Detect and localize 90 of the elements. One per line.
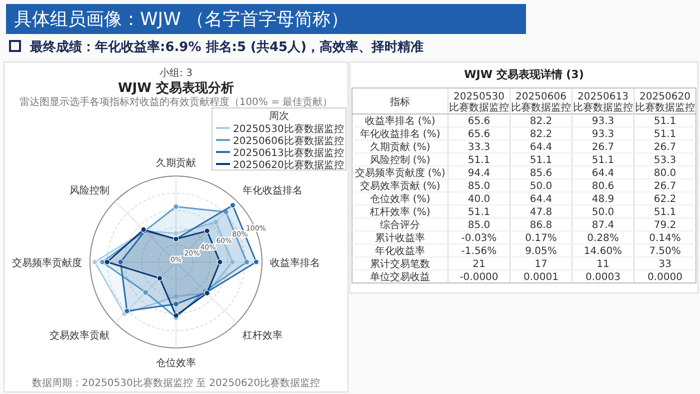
data-label: 82.2 (530, 129, 552, 140)
data-label: 51.1 (530, 155, 552, 166)
y-tick-label: 久期贡献 (%) (370, 141, 430, 153)
data-label: -0.03% (461, 233, 497, 244)
y-tick-label: 综合评分 (380, 219, 420, 231)
data-label: 7.50% (649, 246, 681, 257)
data-label: 62.2 (654, 194, 676, 205)
data-label: 85.6 (530, 168, 552, 179)
spoke-label: 收益率排名 (270, 257, 320, 269)
legend-label: 20250530比赛数据监控 (233, 123, 344, 135)
legend-label: 20250606比赛数据监控 (233, 135, 344, 147)
y-tick-label: 累计交易笔数 (370, 258, 430, 270)
data-label: 33.3 (468, 142, 490, 153)
text: 具体组员画像：WJW （名字首字母简称） (14, 9, 349, 30)
x-tick-label: 20250620比赛数据监控 (635, 92, 695, 114)
data-label: 9.05% (525, 246, 557, 257)
data-label: 51.1 (468, 155, 490, 166)
data-label: 51.1 (592, 155, 614, 166)
data-label: 93.3 (592, 116, 614, 127)
chart-title: WJW 交易表现详情 (3) (464, 68, 584, 81)
data-label: 40.0 (468, 194, 490, 205)
text: 小组: 3 (160, 67, 192, 79)
y-tick-label: 收益率排名 (%) (364, 115, 436, 127)
data-label: 93.3 (592, 129, 614, 140)
chart-title: WJW 交易表现分析 (118, 80, 234, 96)
y-tick-label: 年化收益率 (375, 245, 425, 257)
data-label: 17 (534, 259, 548, 270)
text: 数据周期：20250530比赛数据监控 至 20250620比赛数据监控 (32, 377, 320, 389)
data-label: 21 (472, 259, 486, 270)
chart-subtitle: 雷达图显示选手各项指标对收益的有效贡献程度（100% = 最佳贡献） (19, 96, 333, 108)
data-label: 64.4 (592, 168, 614, 179)
data-label: 87.4 (592, 220, 614, 231)
y-tick-label: 仓位效率 (%) (370, 193, 430, 205)
data-label: 26.7 (592, 142, 614, 153)
data-label: 50.0 (592, 207, 614, 218)
x-tick-label: 20250606比赛数据监控 (511, 92, 571, 114)
data-label: 94.4 (468, 168, 490, 179)
data-label: 0.14% (649, 233, 681, 244)
data-label: 65.6 (468, 129, 490, 140)
spoke-label: 风险控制 (70, 184, 110, 197)
y-tick-label: 年化收益排名 (%) (360, 128, 440, 140)
data-label: -0.0000 (460, 272, 498, 283)
x-tick-label: 20250530比赛数据监控 (449, 92, 509, 114)
data-label: -1.56% (461, 246, 497, 257)
data-label: 51.1 (654, 116, 676, 127)
data-label: 0.28% (587, 233, 619, 244)
data-label: 14.60% (584, 246, 622, 257)
data-label: 82.2 (530, 116, 552, 127)
y-tick-label: 单位交易收益 (370, 271, 430, 283)
data-label: 64.4 (530, 194, 552, 205)
data-label: 47.8 (530, 207, 552, 218)
y-tick-label: 交易效率贡献 (%) (360, 180, 440, 192)
legend-title: 周次 (269, 111, 289, 122)
data-label: 64.4 (530, 142, 552, 153)
data-label: 79.2 (654, 220, 676, 231)
data-label: 85.0 (468, 220, 490, 231)
spoke-label: 杠杆效率 (241, 329, 282, 342)
data-label: 86.8 (530, 220, 552, 231)
data-label: 0.17% (525, 233, 557, 244)
legend-label: 20250620比赛数据监控 (233, 159, 344, 171)
data-label: 0.0000 (648, 272, 682, 283)
data-label: 80.6 (592, 181, 614, 192)
spoke-label: 交易效率贡献 (50, 329, 110, 342)
data-label: 11 (596, 259, 610, 270)
data-label: 80.0 (654, 168, 676, 179)
data-label: 50.0 (530, 181, 552, 192)
data-label: 51.1 (654, 207, 676, 218)
data-label: 51.1 (654, 129, 676, 140)
spoke-label: 交易频率贡献度 (12, 257, 82, 269)
legend-label: 20250613比赛数据监控 (233, 147, 344, 159)
data-label: 51.1 (468, 207, 490, 218)
data-label: 26.7 (654, 181, 676, 192)
spoke-label: 仓位效率 (156, 357, 196, 369)
text: 最终成绩：年化收益率:6.9% 排名:5 (共45人)，高效率、择时精准 (29, 39, 424, 55)
data-label: 85.0 (468, 181, 490, 192)
y-tick-label: 风险控制 (%) (370, 154, 430, 166)
data-label: 0.0003 (586, 272, 620, 283)
y-tick-label: 交易频率贡献度 (%) (354, 167, 446, 179)
y-tick-label: 累计收益率 (375, 232, 425, 244)
spoke-label: 年化收益排名 (242, 184, 302, 197)
data-label: 65.6 (468, 116, 490, 127)
data-label: 48.9 (592, 194, 614, 205)
data-label: 53.3 (654, 155, 676, 166)
x-tick-label: 20250613比赛数据监控 (573, 92, 633, 114)
y-tick-label: 杠杆效率 (%) (368, 206, 430, 218)
data-label: 26.7 (654, 142, 676, 153)
spoke-label: 久期贡献 (156, 157, 196, 169)
data-label: 33 (658, 259, 672, 270)
y-axis-title: 指标 (389, 96, 410, 108)
data-label: 0.0001 (524, 272, 558, 283)
